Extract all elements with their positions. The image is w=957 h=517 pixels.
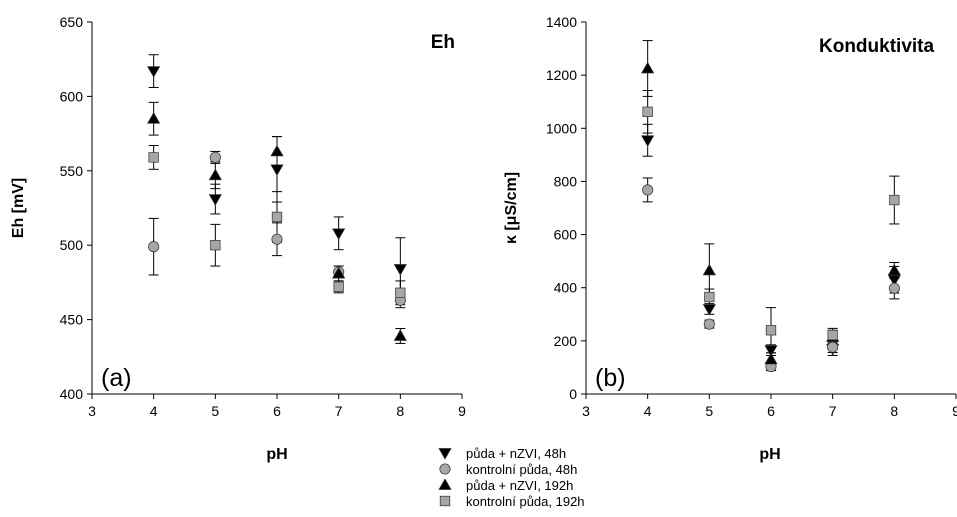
conductivity-point-series-4 — [827, 329, 838, 341]
eh-x-tick-label: 6 — [273, 403, 281, 419]
conductivity-point-series-3 — [887, 263, 901, 276]
conductivity-x-tick-label: 7 — [829, 403, 837, 419]
conductivity-y-tick-label: 1000 — [546, 120, 577, 136]
eh-x-tick-label: 4 — [150, 403, 158, 419]
eh-point-series-2 — [209, 151, 221, 163]
eh-point-series-3 — [393, 329, 407, 341]
legend-marker — [438, 478, 452, 490]
eh-point-series-4 — [148, 152, 159, 163]
eh-point-series-1 — [208, 194, 222, 206]
conductivity-x-tick-label: 3 — [582, 403, 590, 419]
conductivity-y-tick-label: 600 — [554, 227, 578, 243]
legend-marker — [438, 448, 452, 460]
conductivity-x-axis-title: pH — [759, 446, 780, 463]
eh-x-tick-label: 8 — [396, 403, 404, 419]
conductivity-point-series-3 — [764, 352, 778, 365]
conductivity-point-series-4 — [765, 325, 777, 336]
conductivity-point-series-4 — [704, 291, 715, 303]
eh-point-series-4 — [210, 240, 221, 251]
eh-panel-title: Eh — [431, 32, 455, 53]
eh-point-series-1 — [332, 228, 346, 241]
conductivity-y-tick-label: 200 — [554, 333, 578, 349]
eh-x-axis-title: pH — [266, 446, 287, 463]
eh-panel: Eh (a) pH Eh [mV] 3 4 5 6 7 8 9 400 450 500 550 600… — [10, 14, 466, 463]
conductivity-x-tick-label: 9 — [952, 403, 957, 419]
eh-y-tick-label: 450 — [60, 312, 84, 328]
conductivity-point-series-2 — [703, 318, 715, 330]
conductivity-point-series-3 — [641, 61, 655, 74]
conductivity-y-axis-title: κ [μS/cm] — [503, 172, 520, 244]
legend-entry: kontrolní půda, 192h — [439, 494, 585, 509]
legend-label: kontrolní půda, 48h — [466, 462, 577, 477]
eh-point-series-3 — [332, 266, 346, 279]
conductivity-point-series-1 — [641, 135, 655, 147]
conductivity-point-series-1 — [764, 345, 778, 357]
conductivity-y-tick-label: 0 — [569, 386, 577, 402]
conductivity-x-tick-label: 6 — [767, 403, 775, 419]
eh-x-tick-label: 3 — [88, 403, 96, 419]
conductivity-y-tick-label: 800 — [554, 173, 578, 189]
legend-label: kontrolní půda, 192h — [466, 494, 585, 509]
conductivity-point-series-2 — [888, 282, 900, 294]
eh-panel-letter: (a) — [101, 364, 132, 392]
eh-point-series-4 — [333, 281, 344, 293]
legend-label: půda + nZVI, 48h — [466, 446, 566, 461]
eh-x-tick-label: 9 — [458, 403, 466, 419]
legend-label: půda + nZVI, 192h — [466, 478, 573, 493]
eh-point-series-1 — [393, 264, 407, 276]
conductivity-point-series-2 — [827, 341, 839, 353]
eh-y-tick-label: 500 — [60, 237, 84, 253]
conductivity-y-tick-label: 400 — [554, 280, 578, 296]
conductivity-x-tick-label: 4 — [644, 403, 652, 419]
legend-entry: půda + nZVI, 48h — [438, 446, 566, 461]
eh-point-series-3 — [270, 144, 284, 157]
eh-y-tick-label: 650 — [60, 14, 84, 30]
eh-y-tick-label: 400 — [60, 386, 84, 402]
conductivity-x-tick-label: 5 — [705, 403, 713, 419]
eh-point-series-2 — [148, 241, 160, 253]
conductivity-panel-letter: (b) — [595, 364, 626, 392]
conductivity-y-tick-label: 1200 — [546, 67, 577, 83]
eh-point-series-1 — [147, 66, 161, 78]
conductivity-point-series-3 — [702, 263, 716, 276]
conductivity-point-series-1 — [702, 304, 716, 316]
legend-marker — [439, 463, 451, 475]
conductivity-point-series-2 — [642, 184, 654, 196]
eh-y-axis-title: Eh [mV] — [10, 178, 27, 238]
conductivity-point-series-4 — [889, 194, 900, 206]
eh-point-series-4 — [395, 287, 406, 298]
conductivity-panel-title: Konduktivita — [819, 36, 934, 57]
eh-point-series-3 — [208, 168, 222, 181]
eh-point-series-1 — [270, 164, 284, 177]
legend-entry: půda + nZVI, 192h — [438, 478, 573, 493]
eh-point-series-4 — [271, 211, 283, 223]
conductivity-x-tick-label: 8 — [890, 403, 898, 419]
eh-point-series-3 — [147, 112, 161, 124]
eh-x-tick-label: 5 — [211, 403, 219, 419]
legend-entry: kontrolní půda, 48h — [439, 462, 577, 477]
eh-y-tick-label: 600 — [60, 88, 84, 104]
conductivity-y-tick-label: 1400 — [546, 14, 577, 30]
eh-x-tick-label: 7 — [335, 403, 343, 419]
conductivity-panel: Konduktivita (b) pH κ [μS/cm] 3 4 5 6 7 8 9 0 20… — [503, 14, 957, 463]
eh-y-tick-label: 550 — [60, 163, 84, 179]
conductivity-point-series-4 — [642, 106, 653, 117]
eh-point-series-2 — [271, 233, 283, 245]
legend-marker — [439, 495, 451, 507]
